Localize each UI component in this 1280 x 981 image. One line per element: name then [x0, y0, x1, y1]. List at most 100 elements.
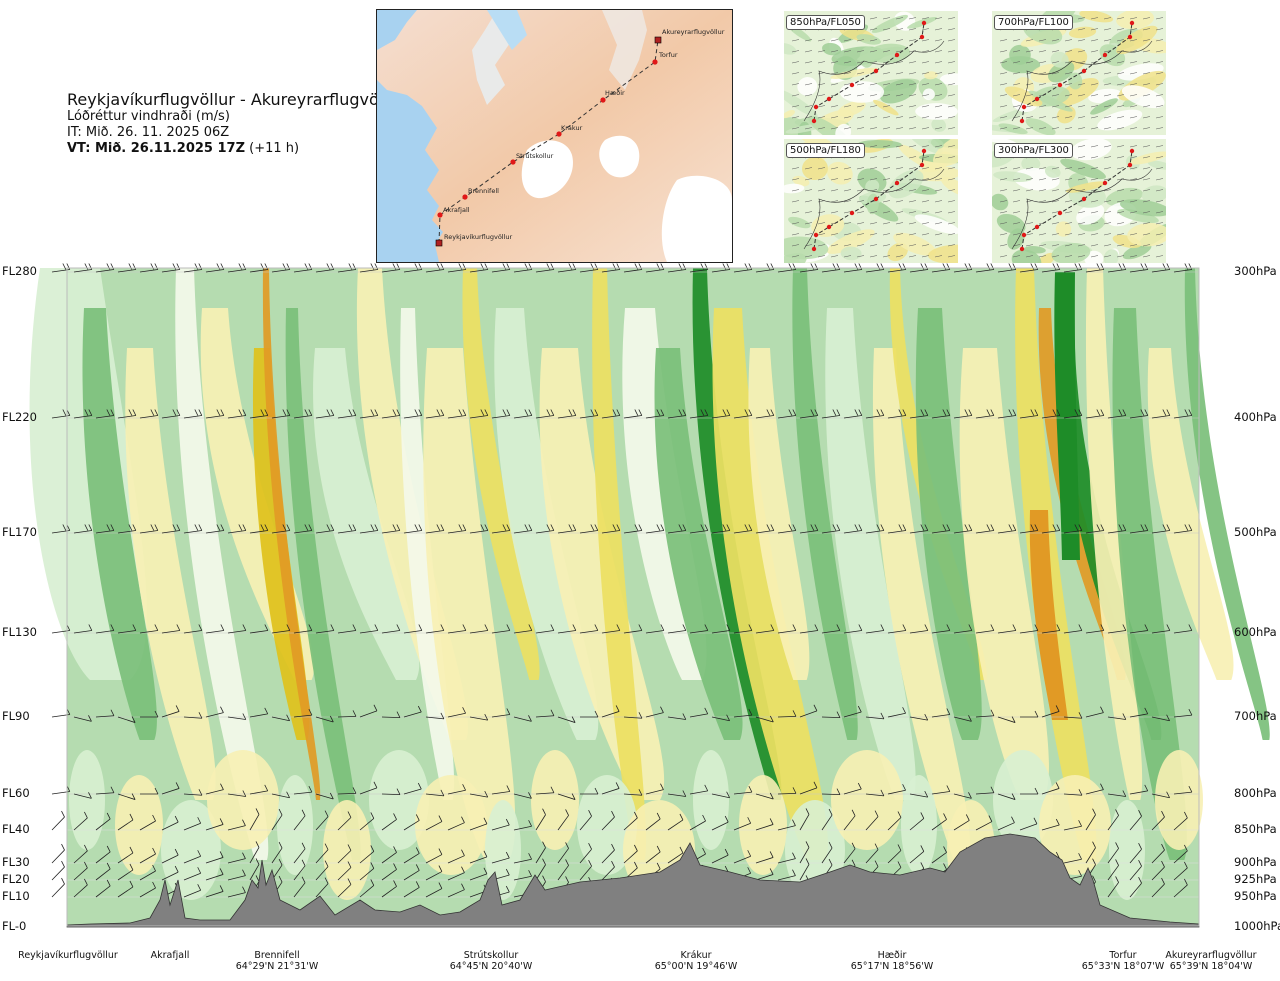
- wind-barb: [139, 630, 158, 634]
- pressure-level-label: 400hPa: [1234, 410, 1277, 424]
- wind-barb-flag: [1100, 409, 1105, 416]
- wind-barb-flag: [436, 524, 441, 531]
- wind-barb: [947, 255, 956, 258]
- flight-level-label: FL20: [2, 872, 30, 886]
- wind-barb: [1129, 167, 1138, 170]
- wind-barb-flag: [902, 784, 906, 791]
- wind-barb-flag: [198, 409, 203, 416]
- wind-barb: [447, 889, 465, 898]
- wind-barb: [359, 868, 375, 881]
- wind-barb-flag: [264, 707, 269, 715]
- wind-barb-flag: [943, 813, 947, 820]
- station-marker: [1129, 20, 1135, 26]
- wind-barb-flag: [528, 715, 532, 722]
- wind-barb: [557, 630, 576, 634]
- wind-barb: [161, 530, 180, 534]
- wind-barb-flag: [656, 409, 661, 416]
- wind-barb: [1155, 255, 1164, 258]
- wind-barb-flag: [902, 524, 907, 531]
- wind-barb: [882, 200, 891, 203]
- wind-barb-flag: [946, 624, 951, 631]
- wind-band: [1155, 750, 1203, 850]
- vertical-wind-field: [29, 268, 1270, 926]
- wind-barb: [947, 61, 956, 64]
- wind-barb: [791, 244, 800, 247]
- wind-barb: [882, 17, 891, 20]
- wind-barb: [869, 233, 878, 236]
- wind-barb: [513, 875, 532, 881]
- wind-barb: [1038, 127, 1047, 130]
- wind-barb: [293, 630, 312, 634]
- wind-barb-flag: [1138, 860, 1142, 867]
- waypoint-name: Akrafjall: [150, 950, 190, 961]
- wind-barb: [1064, 211, 1073, 214]
- wind-barb: [535, 792, 554, 795]
- station-marker: [435, 239, 443, 247]
- field-blob: [856, 34, 881, 45]
- wind-barb: [921, 83, 930, 86]
- wind-barb: [1129, 145, 1138, 148]
- wind-barb: [1107, 848, 1119, 864]
- wind-barb: [843, 255, 852, 258]
- mini-map-700: 700hPa/FL100: [992, 11, 1166, 135]
- wind-barb-flag: [242, 624, 247, 631]
- wind-barb: [95, 630, 114, 634]
- wind-barb: [821, 630, 840, 634]
- wind-barb: [1116, 94, 1125, 97]
- wind-barb-flag: [1138, 810, 1142, 817]
- wind-barb-flag: [704, 624, 709, 631]
- wind-barb-flag: [154, 787, 159, 795]
- wind-barb-flag: [438, 882, 443, 889]
- wind-barb: [882, 156, 891, 159]
- wind-barb: [1090, 156, 1099, 159]
- wind-barb-flag: [1122, 790, 1127, 797]
- wind-barb: [337, 269, 356, 273]
- wind-barb: [249, 530, 268, 534]
- wind-barb: [1142, 233, 1151, 236]
- wind-barb-flag: [242, 790, 247, 797]
- wind-barb: [830, 105, 839, 108]
- wind-barb-flag: [129, 846, 134, 854]
- pressure-level-label: 500hPa: [1234, 525, 1277, 539]
- wind-barb: [869, 211, 878, 214]
- wind-barb: [425, 630, 444, 634]
- wind-barb-flag: [301, 876, 306, 883]
- wind-barb-flag: [1055, 705, 1060, 712]
- wind-barb: [1025, 222, 1034, 225]
- wind-barb: [337, 792, 357, 795]
- wind-barb: [999, 39, 1008, 42]
- wind-barb: [869, 222, 878, 225]
- wind-barb: [843, 244, 852, 247]
- wind-barb: [821, 530, 840, 534]
- wind-band: [693, 750, 729, 850]
- wind-barb-flag: [374, 409, 379, 416]
- wind-barb-flag: [415, 814, 420, 821]
- wind-barb: [830, 200, 839, 203]
- flight-level-label: FL40: [2, 822, 30, 836]
- wind-barb: [1142, 94, 1151, 97]
- wind-barb-flag: [150, 524, 155, 531]
- map-stations: AkureyrarflugvöllurTorfurHæðirKrákurStrú…: [435, 28, 725, 247]
- wind-barb: [908, 211, 917, 214]
- wind-barb-flag: [1140, 524, 1145, 531]
- wind-barb: [1051, 189, 1060, 192]
- wind-barb-flag: [726, 409, 731, 416]
- wind-barb: [1103, 156, 1112, 159]
- wind-barb: [249, 269, 268, 273]
- wind-barb: [1155, 17, 1164, 20]
- wind-barb: [491, 530, 510, 534]
- wind-barb: [1116, 244, 1125, 247]
- wind-barb: [1038, 61, 1047, 64]
- wind-barb: [1063, 793, 1082, 796]
- wind-barb-flag: [769, 792, 774, 800]
- wind-barb-flag: [770, 524, 775, 531]
- wind-barb: [934, 244, 943, 247]
- wind-band: [125, 348, 216, 800]
- wind-barb: [934, 233, 943, 236]
- wind-barb: [1025, 94, 1034, 97]
- wind-barb: [161, 630, 180, 634]
- wind-barb-flag: [440, 624, 445, 631]
- wind-barb-flag: [679, 813, 684, 821]
- wind-barb-flag: [722, 524, 727, 531]
- wind-barb-flag: [542, 858, 546, 865]
